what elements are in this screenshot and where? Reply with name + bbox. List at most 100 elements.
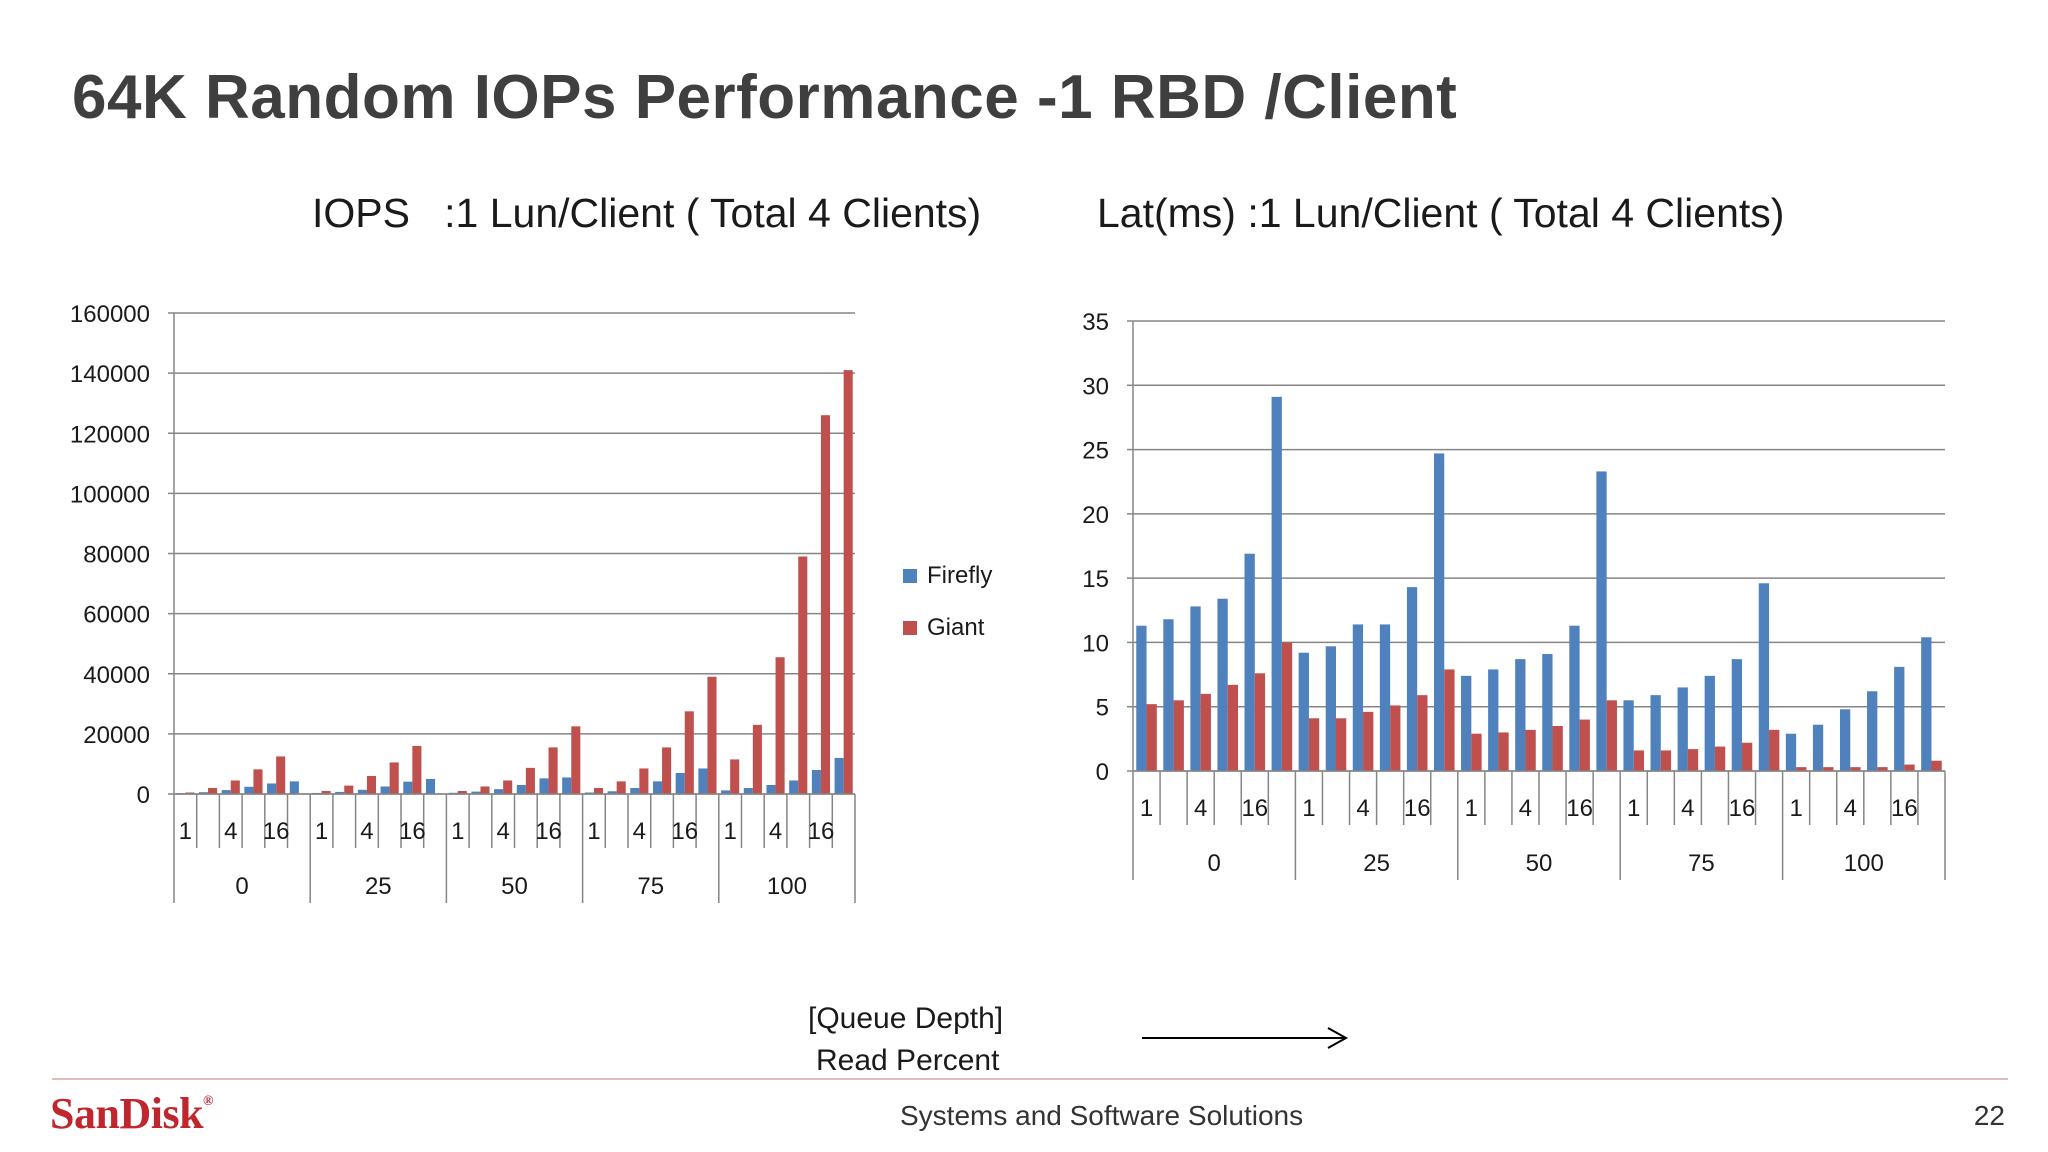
bar-giant bbox=[503, 780, 513, 794]
bar-firefly bbox=[743, 787, 753, 794]
bar-firefly bbox=[335, 791, 345, 794]
bar-giant bbox=[1877, 767, 1888, 771]
bar-giant bbox=[1173, 700, 1184, 771]
bar-giant bbox=[571, 726, 581, 794]
bar-firefly bbox=[1163, 619, 1174, 771]
bar-giant bbox=[1498, 732, 1509, 771]
y-tick-label: 160000 bbox=[70, 301, 150, 328]
queue-depth-label: 16 bbox=[671, 818, 698, 845]
bar-giant bbox=[389, 762, 399, 794]
bar-giant bbox=[1444, 669, 1455, 771]
y-tick-label: 20 bbox=[1082, 502, 1109, 529]
bar-giant bbox=[1552, 726, 1563, 771]
bar-giant bbox=[1146, 704, 1157, 771]
queue-depth-label: 16 bbox=[1566, 795, 1593, 822]
bar-giant bbox=[1227, 684, 1239, 771]
bar-firefly bbox=[403, 781, 413, 794]
bar-firefly bbox=[1542, 654, 1553, 771]
bar-firefly bbox=[471, 791, 481, 794]
bar-firefly bbox=[1433, 453, 1445, 771]
bar-giant bbox=[820, 415, 831, 794]
bar-firefly bbox=[1271, 396, 1282, 771]
bar-firefly bbox=[584, 792, 594, 794]
bar-giant bbox=[1254, 673, 1266, 771]
queue-depth-label: 4 bbox=[1519, 795, 1532, 822]
bar-firefly bbox=[516, 784, 526, 794]
y-tick-label: 25 bbox=[1082, 438, 1109, 465]
bar-giant bbox=[208, 787, 218, 794]
legend-swatch-firefly bbox=[903, 569, 917, 583]
bar-firefly bbox=[766, 784, 776, 794]
y-tick-label: 30 bbox=[1082, 373, 1109, 400]
axis-title-queue-depth: [Queue Depth] bbox=[808, 1002, 1004, 1035]
y-tick-label: 60000 bbox=[83, 602, 150, 629]
bar-giant bbox=[1931, 760, 1942, 771]
queue-depth-label: 4 bbox=[1681, 795, 1694, 822]
sandisk-logo: SanDisk® bbox=[50, 1088, 214, 1139]
bar-firefly bbox=[721, 790, 731, 794]
bar-firefly bbox=[1515, 659, 1526, 771]
bar-firefly bbox=[607, 791, 617, 794]
queue-depth-label: 1 bbox=[315, 818, 328, 845]
bar-giant bbox=[1714, 746, 1726, 771]
queue-depth-label: 1 bbox=[587, 818, 600, 845]
bar-giant bbox=[1281, 642, 1293, 771]
bar-firefly bbox=[652, 781, 663, 794]
y-tick-label: 0 bbox=[137, 782, 150, 809]
bar-firefly bbox=[1677, 687, 1688, 771]
bar-giant bbox=[1606, 700, 1617, 771]
bar-firefly bbox=[425, 778, 436, 794]
bar-firefly bbox=[562, 777, 572, 794]
bar-firefly bbox=[1623, 700, 1634, 771]
bar-giant bbox=[1687, 749, 1699, 771]
queue-depth-label: 16 bbox=[808, 818, 835, 845]
iops-chart-title: IOPS :1 Lun/Client ( Total 4 Clients) bbox=[312, 190, 982, 236]
y-tick-label: 80000 bbox=[83, 542, 150, 569]
bar-giant bbox=[752, 724, 762, 794]
bar-giant bbox=[1660, 750, 1672, 771]
queue-depth-label: 16 bbox=[399, 818, 426, 845]
y-tick-label: 40000 bbox=[83, 662, 150, 689]
bar-firefly bbox=[1136, 625, 1147, 771]
bar-giant bbox=[1471, 733, 1482, 771]
bar-firefly bbox=[1758, 583, 1770, 771]
queue-depth-label: 4 bbox=[224, 818, 237, 845]
queue-depth-label: 4 bbox=[1194, 795, 1207, 822]
bar-giant bbox=[366, 775, 377, 794]
bar-giant bbox=[1336, 718, 1347, 771]
bar-firefly bbox=[1839, 709, 1851, 771]
bar-giant bbox=[457, 790, 467, 794]
bar-giant bbox=[344, 785, 354, 794]
y-tick-label: 35 bbox=[1082, 309, 1109, 336]
bar-giant bbox=[1579, 719, 1590, 771]
read-percent-label: 25 bbox=[1363, 850, 1390, 877]
bar-giant bbox=[276, 756, 286, 794]
bar-firefly bbox=[289, 781, 299, 794]
bar-giant bbox=[412, 745, 422, 794]
bar-firefly bbox=[1244, 553, 1255, 771]
bar-giant bbox=[593, 787, 604, 794]
registered-mark: ® bbox=[203, 1094, 214, 1109]
queue-depth-label: 1 bbox=[451, 818, 464, 845]
read-percent-label: 0 bbox=[235, 873, 248, 900]
queue-depth-label: 16 bbox=[535, 818, 562, 845]
bar-giant bbox=[1633, 750, 1645, 771]
footer-text: Systems and Software Solutions bbox=[900, 1100, 1304, 1131]
latency-chart: 0 5 10 15 20 25 30 35 1 4 16 0 1 4 16 25 1 4 16 50 1 4 16 75 1 4 1… bbox=[1082, 309, 1946, 880]
page-number: 22 bbox=[1973, 1100, 2005, 1131]
read-percent-label: 100 bbox=[1844, 850, 1884, 877]
bar-firefly bbox=[1650, 695, 1661, 771]
queue-depth-label: 16 bbox=[1241, 795, 1268, 822]
read-percent-label: 0 bbox=[1208, 850, 1221, 877]
bar-giant bbox=[1850, 767, 1861, 771]
bar-giant bbox=[843, 370, 853, 794]
bar-firefly bbox=[221, 790, 231, 794]
bar-giant bbox=[1796, 767, 1807, 771]
queue-depth-label: 4 bbox=[496, 818, 509, 845]
y-tick-label: 120000 bbox=[70, 421, 150, 448]
bar-firefly bbox=[1921, 637, 1932, 771]
bar-firefly bbox=[1731, 659, 1742, 771]
read-percent-label: 50 bbox=[501, 873, 528, 900]
queue-depth-label: 4 bbox=[1844, 795, 1857, 822]
bar-firefly bbox=[1352, 624, 1364, 771]
